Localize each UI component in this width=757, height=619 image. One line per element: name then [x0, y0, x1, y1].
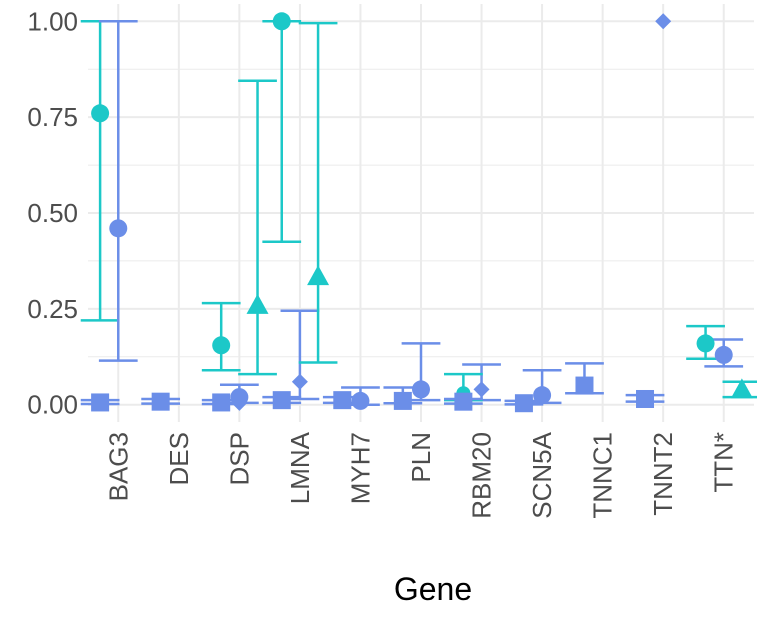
- data-point-circle: [351, 391, 370, 410]
- data-point-square: [151, 392, 170, 411]
- data-point-square: [91, 393, 110, 412]
- error-bar: [298, 21, 338, 364]
- x-tick-label: LMNA: [285, 431, 315, 504]
- data-point-circle: [533, 386, 552, 405]
- x-tick-label: DSP: [224, 432, 254, 485]
- data-point-square: [393, 391, 412, 410]
- error-bar: [98, 20, 138, 362]
- data-point-square: [575, 376, 594, 395]
- data-point-square: [272, 391, 291, 410]
- x-tick-label: PLN: [406, 432, 436, 483]
- y-axis-ticks: 0.00 0.25 0.50 0.75 1.00: [27, 6, 78, 419]
- data-point-circle: [412, 380, 430, 399]
- data-point-square: [333, 391, 352, 410]
- data-point-circle: [272, 12, 291, 31]
- data-point-circle: [696, 334, 715, 353]
- data-point-square: [454, 392, 473, 411]
- data-point-triangle: [730, 378, 753, 399]
- error-bar: [80, 20, 120, 322]
- x-tick-label: TNNC1: [588, 432, 618, 519]
- data-point-diamond: [473, 381, 490, 398]
- data-point-circle: [91, 104, 110, 123]
- x-tick-label: MYH7: [345, 432, 375, 504]
- data-point-circle: [714, 345, 733, 364]
- data-point-square: [636, 389, 655, 408]
- y-tick-label: 0.00: [27, 390, 78, 420]
- data-point-diamond: [231, 394, 248, 411]
- x-tick-label: DES: [164, 432, 194, 485]
- y-tick-label: 1.00: [27, 6, 78, 36]
- data-points: [91, 12, 753, 413]
- data-point-triangle: [246, 294, 269, 314]
- x-axis-title: Gene: [394, 571, 472, 607]
- y-tick-label: 0.50: [27, 198, 78, 228]
- data-point-square: [514, 394, 533, 413]
- y-tick-label: 0.25: [27, 294, 78, 324]
- grid-major: [88, 4, 754, 422]
- data-point-diamond: [291, 373, 308, 390]
- x-tick-label: SCN5A: [527, 431, 557, 518]
- data-point-circle: [212, 336, 231, 355]
- data-point-circle: [109, 219, 128, 238]
- error-bars: [80, 20, 757, 406]
- data-point-triangle: [307, 265, 330, 286]
- x-tick-label: TNNT2: [648, 432, 678, 516]
- x-tick-label: TTN*: [709, 432, 739, 493]
- x-tick-label: BAG3: [103, 432, 133, 501]
- data-point-square: [212, 393, 231, 412]
- y-tick-label: 0.75: [27, 102, 78, 132]
- error-bar: [238, 79, 277, 376]
- x-axis-ticks: BAG3 DES DSP LMNA MYH7 PLN RBM20 SCN5A TNNC1 TNNT…: [103, 431, 738, 518]
- x-tick-label: RBM20: [467, 432, 497, 519]
- error-bar: [262, 20, 302, 244]
- data-point-diamond: [655, 13, 672, 30]
